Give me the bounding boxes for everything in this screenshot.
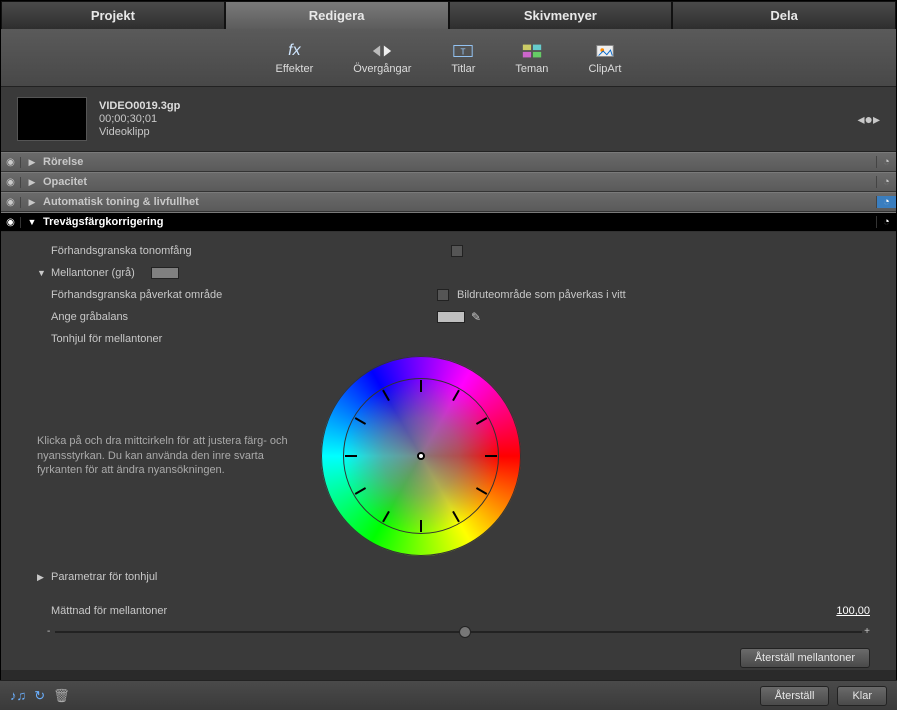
tool-label: Titlar (451, 63, 475, 75)
clip-info: VIDEO0019.3gp 00;00;30;01 Videoklipp ◂●▸ (1, 87, 896, 152)
preview-tonal-label: Förhandsgranska tonomfång (51, 245, 291, 257)
clip-filename: VIDEO0019.3gp (99, 100, 180, 112)
collapse-icon[interactable]: ▼ (37, 268, 51, 278)
frame-white-checkbox[interactable] (437, 289, 449, 301)
stopwatch-icon[interactable]: ◔ (876, 216, 896, 228)
tab-projekt[interactable]: Projekt (1, 1, 225, 29)
params-label: Parametrar för tonhjul (51, 571, 291, 583)
fx-icon: fx (282, 41, 306, 61)
eyedropper-icon[interactable]: ✎ (471, 310, 481, 324)
eye-icon[interactable]: ◉ (1, 157, 21, 168)
clip-loop-icon[interactable]: ◂●▸ (857, 111, 880, 128)
slider-thumb[interactable] (459, 626, 471, 638)
tool-label: Effekter (276, 63, 314, 75)
tool-effekter[interactable]: fx Effekter (276, 41, 314, 75)
tool-teman[interactable]: Teman (515, 41, 548, 75)
tool-label: Övergångar (353, 63, 411, 75)
footer-bar: ♪♫ ↻ 🗑 Återställ Klar (0, 680, 897, 710)
tab-dela[interactable]: Dela (672, 1, 896, 29)
effect-row-autotone[interactable]: ◉ ▶ Automatisk toning & livfullhet ◔ (1, 192, 896, 212)
saturation-label: Mättnad för mellantoner (51, 605, 836, 617)
effect-row-rorelse[interactable]: ◉ ▶ Rörelse ◔ (1, 152, 896, 172)
clipart-icon (593, 41, 617, 61)
expand-icon[interactable]: ▶ (25, 197, 39, 208)
expand-icon[interactable]: ▼ (25, 217, 39, 227)
title-icon: T (451, 41, 475, 61)
set-gray-label: Ange gråbalans (51, 311, 291, 323)
expand-icon[interactable]: ▶ (37, 572, 51, 583)
effect-name: Automatisk toning & livfullhet (39, 196, 876, 208)
expand-icon[interactable]: ▶ (25, 157, 39, 168)
stopwatch-icon[interactable]: ◔ (876, 196, 896, 208)
tool-overgangar[interactable]: Övergångar (353, 41, 411, 75)
wheel-heading: Tonhjul för mellantoner (51, 333, 291, 345)
trash-icon[interactable]: 🗑 (53, 688, 70, 704)
gray-balance-swatch[interactable] (437, 311, 465, 323)
midtones-swatch[interactable] (151, 267, 179, 279)
tab-skivmenyer[interactable]: Skivmenyer (449, 1, 673, 29)
wheel-help-text: Klicka på och dra mittcirkeln för att ju… (37, 434, 297, 479)
eye-icon[interactable]: ◉ (1, 217, 21, 228)
eye-icon[interactable]: ◉ (1, 197, 21, 208)
svg-text:T: T (461, 47, 466, 56)
tool-titlar[interactable]: T Titlar (451, 41, 475, 75)
secondary-toolbar: fx Effekter Övergångar T Titlar Teman Cl… (1, 29, 896, 87)
expand-icon[interactable]: ▶ (25, 177, 39, 188)
tool-label: ClipArt (588, 63, 621, 75)
wheel-center-handle[interactable] (417, 452, 425, 460)
tab-redigera[interactable]: Redigera (225, 1, 449, 29)
preview-affected-label: Förhandsgranska påverkat område (51, 289, 291, 301)
effect-row-threeway[interactable]: ◉ ▼ Trevägsfärgkorrigering ◔ (1, 212, 896, 232)
reset-button[interactable]: Återställ (760, 686, 830, 706)
slider-min: - (47, 626, 50, 637)
frame-white-label: Bildruteområde som påverkas i vitt (457, 289, 626, 301)
clip-timecode: 00;00;30;01 (99, 113, 180, 125)
transition-icon (370, 41, 394, 61)
clip-kind: Videoklipp (99, 126, 180, 138)
reset-midtones-button[interactable]: Återställ mellantoner (740, 648, 870, 668)
effect-row-opacitet[interactable]: ◉ ▶ Opacitet ◔ (1, 172, 896, 192)
refresh-icon[interactable]: ↻ (34, 688, 45, 704)
theme-icon (520, 41, 544, 61)
done-button[interactable]: Klar (837, 686, 887, 706)
tone-wheel[interactable] (321, 356, 521, 556)
stopwatch-icon[interactable]: ◔ (876, 156, 896, 168)
eye-icon[interactable]: ◉ (1, 177, 21, 188)
saturation-value[interactable]: 100,00 (836, 605, 880, 617)
midtones-label: Mellantoner (grå) (51, 267, 151, 279)
main-tabs: Projekt Redigera Skivmenyer Dela (1, 1, 896, 29)
preview-tonal-checkbox[interactable] (451, 245, 463, 257)
slider-max: + (864, 626, 870, 637)
effect-name: Opacitet (39, 176, 876, 188)
saturation-slider[interactable]: - + (47, 624, 870, 640)
stopwatch-icon[interactable]: ◔ (876, 176, 896, 188)
music-icon[interactable]: ♪♫ (10, 688, 26, 704)
tool-label: Teman (515, 63, 548, 75)
effect-properties-panel: Förhandsgranska tonomfång ▼ Mellantoner … (1, 232, 896, 670)
tool-clipart[interactable]: ClipArt (588, 41, 621, 75)
effect-name: Trevägsfärgkorrigering (39, 216, 876, 228)
clip-thumbnail[interactable] (17, 97, 87, 141)
effects-list: ◉ ▶ Rörelse ◔ ◉ ▶ Opacitet ◔ ◉ ▶ Automat… (1, 152, 896, 232)
effect-name: Rörelse (39, 156, 876, 168)
